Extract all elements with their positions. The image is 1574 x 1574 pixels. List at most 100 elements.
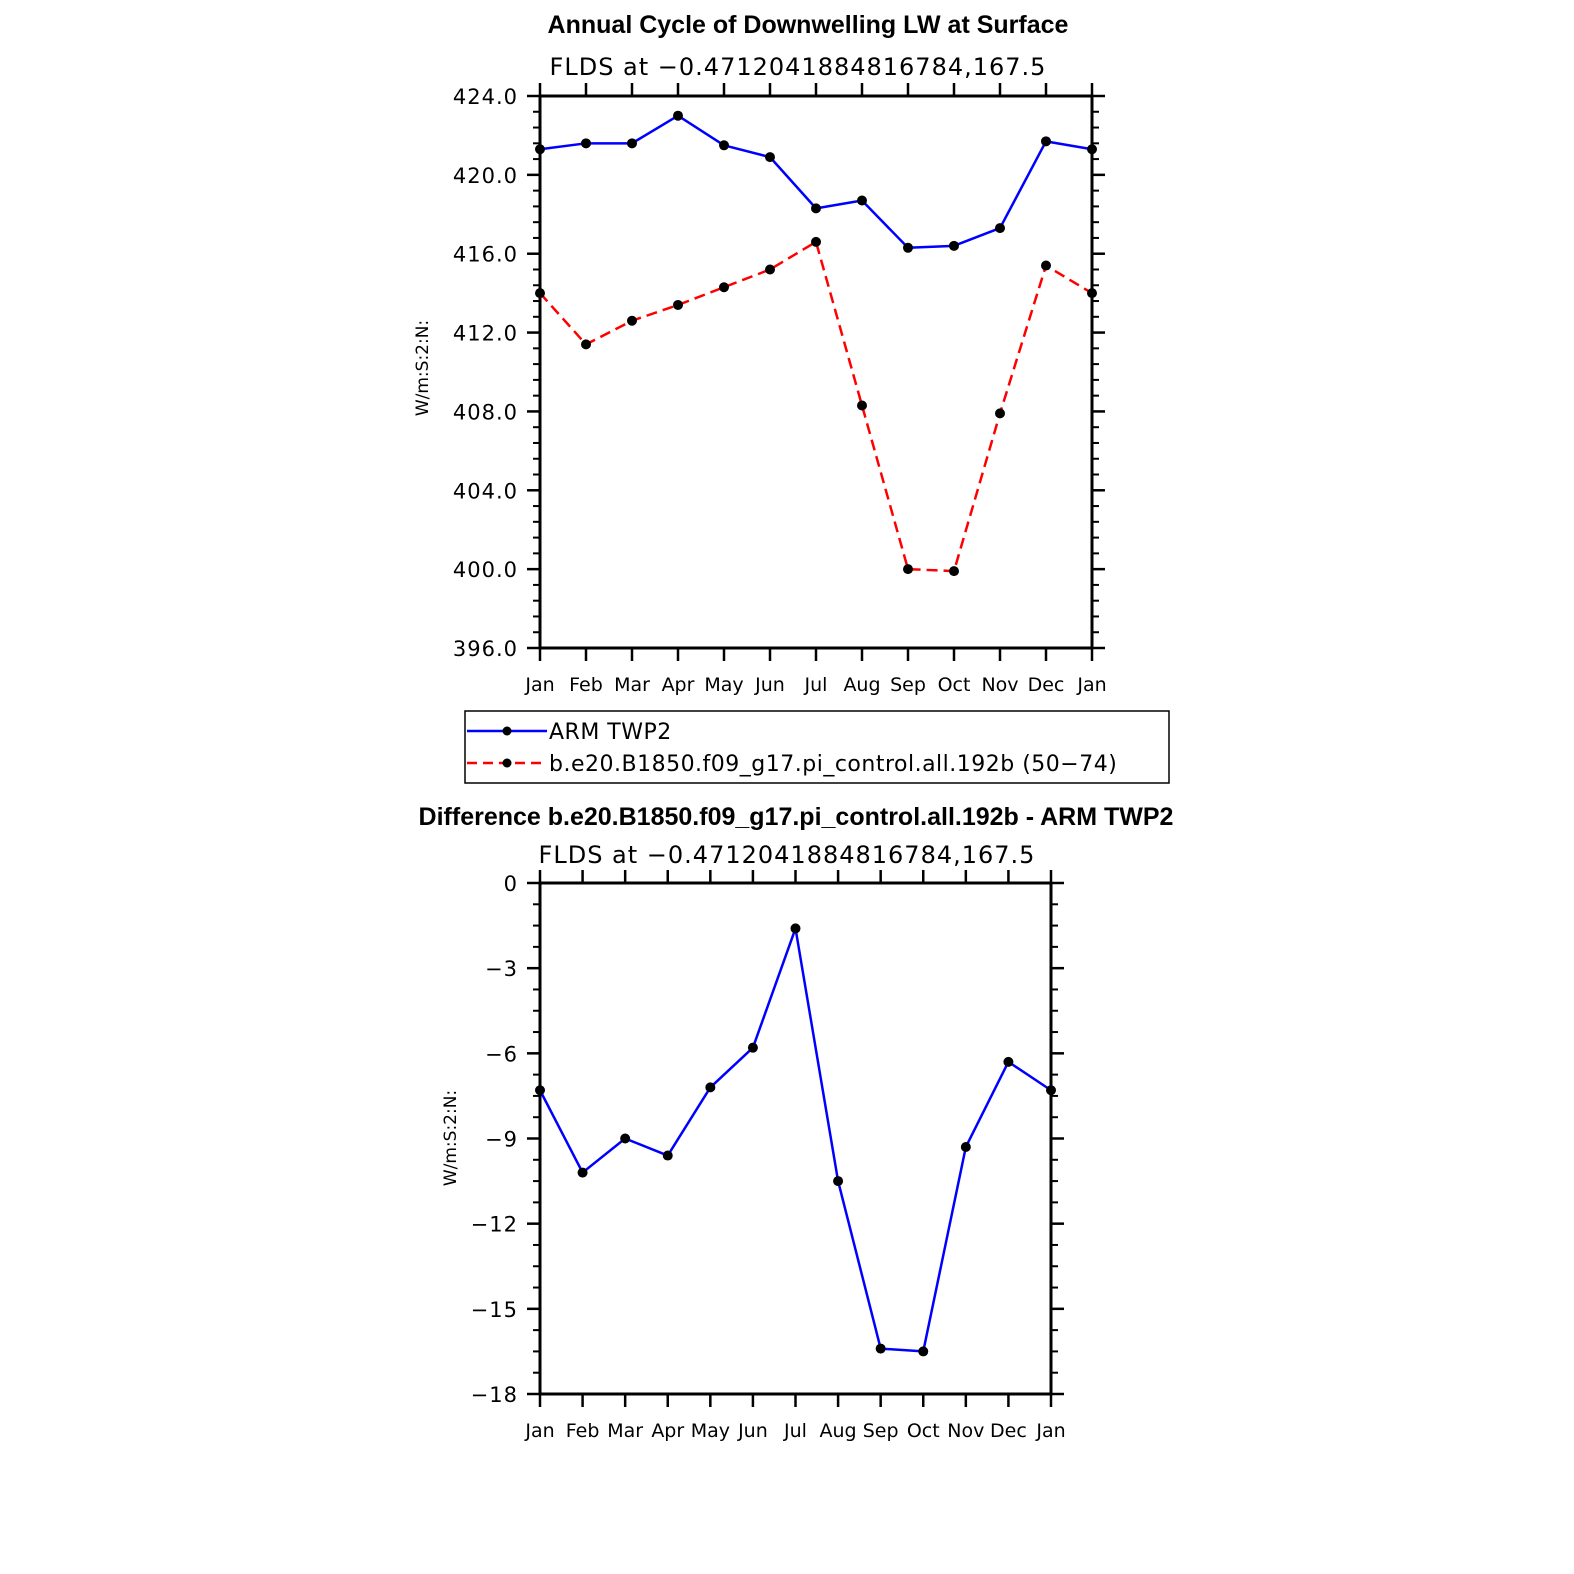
x-tick-label: Jan [1035,1420,1065,1442]
y-tick-label: 0 [504,872,518,896]
data-point [662,1150,673,1161]
data-point [627,315,637,326]
y-tick-label: 424.0 [453,85,518,109]
data-point [857,400,867,411]
legend-label: b.e20.B1850.f09_g17.pi_control.all.192b … [549,752,1117,777]
x-tick-label: Nov [981,674,1018,696]
y-tick-label: −15 [471,1298,518,1322]
y-tick-label: −9 [485,1128,518,1152]
legend-marker [502,758,512,768]
data-point [903,242,913,253]
x-tick-label: Apr [662,674,695,696]
data-point [1003,1056,1014,1067]
y-axis-label: W/m:S:2:N: [413,320,433,416]
y-tick-label: 396.0 [453,637,518,661]
data-point [765,264,775,275]
data-point [577,1167,588,1178]
difference-chart: Difference b.e20.B1850.f09_g17.pi_contro… [419,803,1174,1442]
y-tick-label: −18 [471,1383,518,1407]
x-tick-label: Dec [1028,674,1065,696]
data-point [719,140,729,151]
x-tick-label: Sep [890,674,926,696]
data-point [995,408,1005,419]
data-point [747,1042,758,1053]
legend-item-model: b.e20.B1850.f09_g17.pi_control.all.192b … [467,752,1117,777]
legend-box [464,710,1170,784]
y-tick-label: 412.0 [453,322,518,346]
data-point [1041,136,1051,147]
x-tick-label: Jan [524,1420,554,1442]
x-tick-label: Oct [938,674,971,696]
x-tick-label: Oct [907,1420,940,1442]
y-tick-label: −6 [485,1042,518,1066]
x-tick-label: May [704,674,743,696]
x-tick-label: Feb [569,674,603,696]
data-point [960,1142,971,1153]
x-tick-label: Jun [754,674,785,696]
data-point [620,1133,631,1144]
x-tick-label: Dec [990,1420,1027,1442]
data-point [811,236,821,247]
series-layer [535,110,1097,577]
x-tick-label: Mar [614,674,650,696]
data-point [857,195,867,206]
x-tick-label: Aug [820,1420,857,1442]
legend-marker [502,726,512,736]
data-point [581,138,591,149]
chart-subtitle: FLDS at −0.4712041884816784,167.5 [539,841,1036,869]
plot-frame [538,881,1053,1396]
series-line-1 [539,240,1093,573]
x-tick-label: Apr [651,1420,684,1442]
chart-title: Difference b.e20.B1850.f09_g17.pi_contro… [419,803,1174,831]
x-tick-label: Jan [1076,674,1106,696]
y-tick-label: −12 [471,1213,518,1237]
legend: ARM TWP2 b.e20.B1850.f09_g17.pi_control.… [464,710,1170,784]
y-tick-label: 420.0 [453,164,518,188]
data-point [995,223,1005,234]
x-tick-label: Jan [524,674,554,696]
data-point [790,923,801,934]
y-axis-label: W/m:S:2:N: [441,1090,461,1186]
data-point [949,566,959,577]
y-tick-label: −3 [485,957,518,981]
y-tick-label: 404.0 [453,479,518,503]
data-point [627,138,637,149]
data-point [875,1343,886,1354]
data-point [833,1176,844,1187]
x-tick-label: Mar [607,1420,643,1442]
x-tick-label: May [691,1420,730,1442]
x-tick-label: Jul [804,674,828,696]
series-line-0 [538,927,1052,1353]
chart-subtitle: FLDS at −0.4712041884816784,167.5 [550,53,1047,81]
data-point [949,240,959,251]
x-tick-label: Jul [783,1420,807,1442]
axis-ticks: Jan Feb Mar Apr May Jun Jul Aug Sep Oct Nov Dec Jan−… [471,870,1066,1442]
y-tick-label: 400.0 [453,558,518,582]
annual-cycle-chart: Annual Cycle of Downwelling LW at Surfac… [413,11,1107,696]
data-point [903,564,913,575]
data-point [811,203,821,214]
chart-title: Annual Cycle of Downwelling LW at Surfac… [548,11,1069,39]
y-tick-label: 416.0 [453,243,518,267]
x-tick-label: Nov [947,1420,984,1442]
data-point [765,152,775,163]
series-line-0 [539,114,1093,250]
series-layer [535,923,1056,1357]
data-point [719,282,729,293]
legend-item-arm-twp2: ARM TWP2 [467,720,672,745]
data-point [581,339,591,350]
plot-frame [538,94,1094,650]
legend-label: ARM TWP2 [549,720,672,745]
x-tick-label: Feb [566,1420,600,1442]
axis-ticks: Jan Feb Mar Apr May Jun Jul Aug Sep Oct Nov Dec Jan 3… [453,83,1107,696]
x-tick-label: Aug [843,674,880,696]
data-point [918,1346,929,1357]
x-tick-label: Sep [863,1420,899,1442]
y-tick-label: 408.0 [453,400,518,424]
data-point [673,110,683,121]
data-point [1041,260,1051,271]
data-point [673,299,683,310]
x-tick-label: Jun [737,1420,768,1442]
data-point [705,1082,716,1093]
